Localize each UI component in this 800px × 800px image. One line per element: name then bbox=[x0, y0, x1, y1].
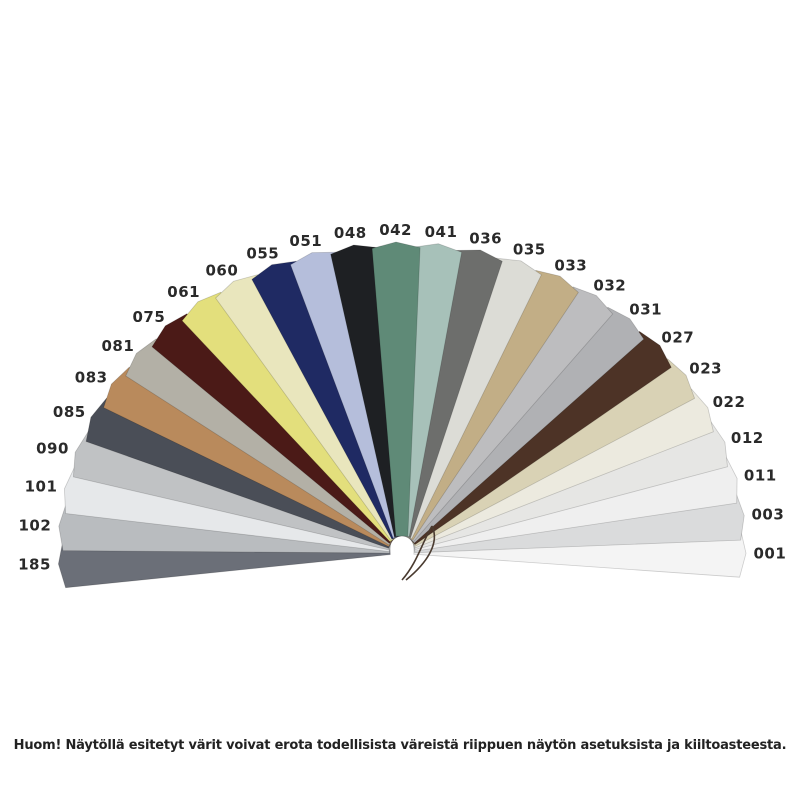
swatch-code-label: 048 bbox=[334, 224, 367, 242]
disclaimer-caption: Huom! Näytöllä esitetyt värit voivat ero… bbox=[13, 738, 787, 753]
swatch-code-label: 090 bbox=[36, 440, 69, 458]
swatch-code-label: 185 bbox=[18, 556, 51, 574]
swatch-code-label: 011 bbox=[744, 467, 777, 485]
swatch-code-label: 041 bbox=[425, 223, 458, 241]
swatch-code-label: 036 bbox=[469, 229, 502, 247]
swatch-code-label: 001 bbox=[753, 545, 786, 563]
swatch-code-label: 035 bbox=[513, 241, 546, 259]
swatch-code-label: 055 bbox=[246, 245, 279, 263]
string-loop bbox=[401, 525, 436, 581]
swatch-code-label: 031 bbox=[629, 301, 662, 319]
swatch-code-label: 102 bbox=[18, 516, 51, 534]
swatch-code-label: 032 bbox=[593, 277, 626, 295]
swatch-code-label: 083 bbox=[75, 369, 108, 387]
swatch-code-label: 023 bbox=[689, 359, 722, 377]
color-slat-042 bbox=[371, 241, 421, 537]
swatch-code-label: 042 bbox=[379, 221, 412, 239]
swatch-code-label: 081 bbox=[101, 337, 134, 355]
swatch-code-label: 012 bbox=[731, 429, 764, 447]
swatch-code-label: 027 bbox=[661, 328, 694, 346]
swatch-code-label: 060 bbox=[205, 262, 238, 280]
swatch-code-label: 022 bbox=[713, 393, 746, 411]
swatch-code-label: 033 bbox=[554, 256, 587, 274]
swatch-code-label: 003 bbox=[751, 505, 784, 523]
swatch-code-label: 085 bbox=[53, 403, 86, 421]
swatch-code-label: 051 bbox=[289, 232, 322, 250]
swatch-code-label: 061 bbox=[167, 283, 200, 301]
swatch-code-label: 075 bbox=[132, 308, 165, 326]
swatch-code-label: 101 bbox=[25, 478, 58, 496]
